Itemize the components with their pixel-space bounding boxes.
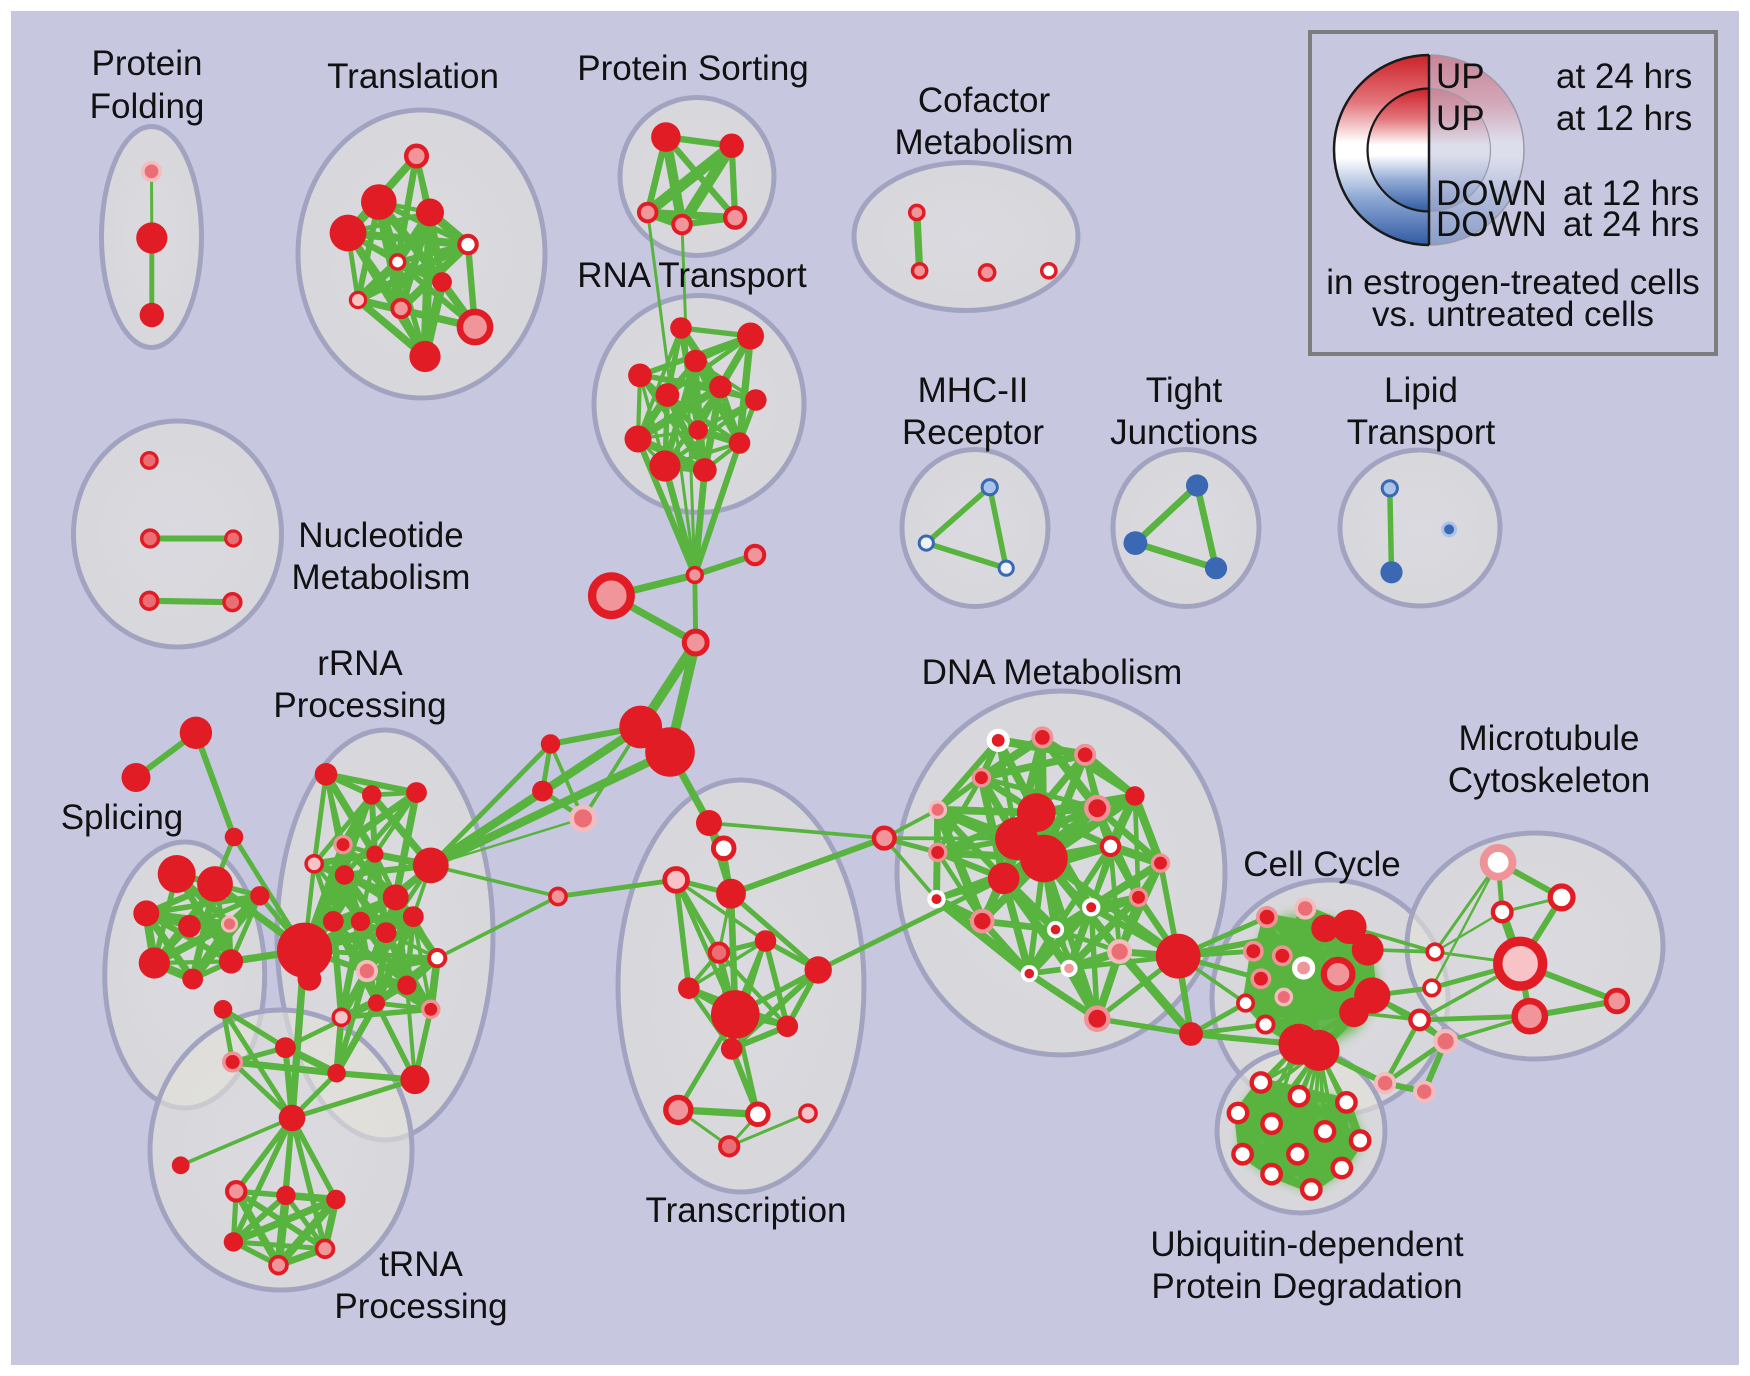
svg-text:Cytoskeleton: Cytoskeleton <box>1448 761 1650 800</box>
svg-text:Splicing: Splicing <box>61 798 184 837</box>
svg-text:at 12 hrs: at 12 hrs <box>1563 174 1699 213</box>
svg-text:rRNA: rRNA <box>317 644 403 683</box>
svg-text:RNA Transport: RNA Transport <box>577 256 807 295</box>
svg-text:Protein: Protein <box>92 44 203 83</box>
svg-text:Cofactor: Cofactor <box>918 81 1051 120</box>
svg-text:UP: UP <box>1436 57 1485 96</box>
svg-text:Transcription: Transcription <box>646 1191 847 1230</box>
svg-text:DOWN: DOWN <box>1436 174 1547 213</box>
svg-text:Ubiquitin-dependent: Ubiquitin-dependent <box>1150 1225 1464 1264</box>
svg-text:Tight: Tight <box>1146 371 1223 410</box>
svg-text:tRNA: tRNA <box>379 1245 463 1284</box>
svg-text:Lipid: Lipid <box>1384 371 1458 410</box>
svg-text:Cell Cycle: Cell Cycle <box>1243 845 1401 884</box>
svg-text:Microtubule: Microtubule <box>1459 719 1640 758</box>
svg-text:DOWN: DOWN <box>1436 205 1547 244</box>
svg-text:vs. untreated cells: vs. untreated cells <box>1372 295 1654 334</box>
svg-text:UP: UP <box>1436 99 1485 138</box>
svg-text:MHC-II: MHC-II <box>918 371 1029 410</box>
svg-text:Metabolism: Metabolism <box>292 558 471 597</box>
svg-text:at 24 hrs: at 24 hrs <box>1563 205 1699 244</box>
svg-text:at 12 hrs: at 12 hrs <box>1556 99 1692 138</box>
svg-text:Protein Sorting: Protein Sorting <box>577 49 809 88</box>
svg-text:Receptor: Receptor <box>902 413 1044 452</box>
svg-text:Translation: Translation <box>327 57 499 96</box>
svg-text:Transport: Transport <box>1347 413 1496 452</box>
svg-text:Folding: Folding <box>90 87 205 126</box>
svg-text:Metabolism: Metabolism <box>895 123 1074 162</box>
svg-text:Protein Degradation: Protein Degradation <box>1151 1267 1462 1306</box>
svg-text:DNA Metabolism: DNA Metabolism <box>922 653 1183 692</box>
svg-text:in estrogen-treated cells: in estrogen-treated cells <box>1326 263 1700 302</box>
svg-text:Processing: Processing <box>273 686 446 725</box>
svg-text:at 24 hrs: at 24 hrs <box>1556 57 1692 96</box>
svg-text:Junctions: Junctions <box>1110 413 1258 452</box>
svg-text:Nucleotide: Nucleotide <box>298 516 463 555</box>
svg-text:Processing: Processing <box>334 1287 507 1326</box>
